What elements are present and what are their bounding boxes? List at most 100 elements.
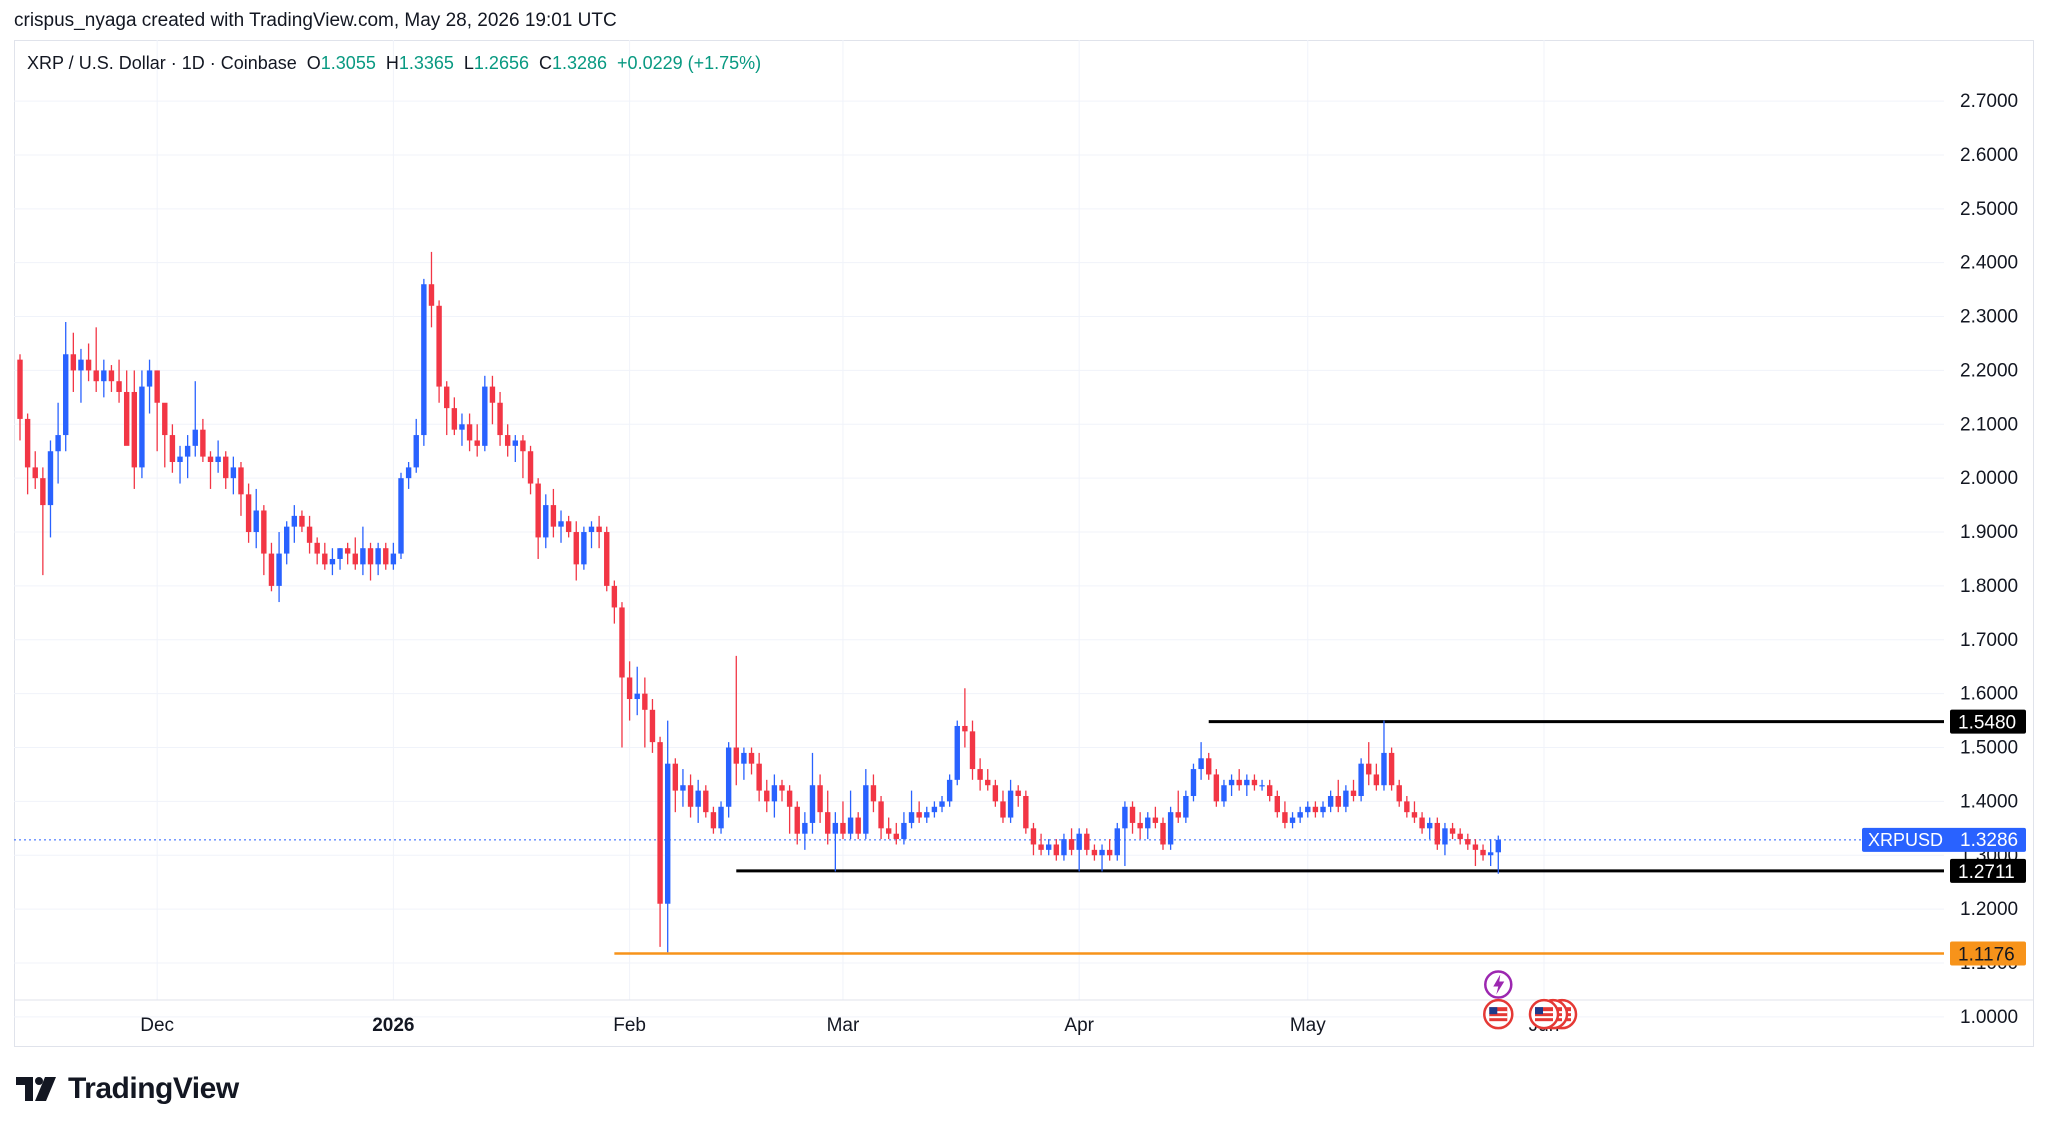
candle <box>649 699 656 753</box>
candle <box>299 510 305 533</box>
candle-body <box>1297 812 1303 818</box>
candle-body <box>1030 828 1037 845</box>
candle-body <box>413 435 419 468</box>
candle-body <box>1335 795 1341 807</box>
us-flag-icon <box>1483 998 1514 1030</box>
candle <box>428 251 435 328</box>
candle-body <box>840 822 846 834</box>
candle <box>200 418 206 463</box>
candle <box>474 424 480 457</box>
candle <box>1122 801 1128 867</box>
candle-layer <box>17 251 1501 953</box>
candle-body <box>893 833 899 840</box>
label-layer: XRPUSD 1.3286 1.5480 1.2711 1.1176 <box>1862 709 2026 966</box>
candle <box>184 435 191 479</box>
candle <box>878 795 884 840</box>
candle-body <box>276 553 282 586</box>
candle <box>1259 779 1265 791</box>
candle <box>1160 817 1166 850</box>
candle <box>1366 742 1372 786</box>
candle-body <box>482 386 488 446</box>
candle-body <box>1061 839 1067 856</box>
candle-body <box>1228 779 1235 786</box>
candle-body <box>32 467 38 479</box>
spark-event-icon-ring <box>1484 970 1513 999</box>
candle-body <box>459 424 465 430</box>
flag-canton <box>1535 1007 1543 1015</box>
y-tick-label: 1.9000 <box>1960 522 2018 543</box>
candle <box>85 343 92 382</box>
candle <box>444 381 450 436</box>
candle <box>306 515 313 554</box>
candle-body <box>649 709 656 743</box>
candle <box>55 402 61 484</box>
candle <box>154 370 160 452</box>
candle <box>985 769 991 791</box>
candle <box>1480 844 1486 861</box>
candle-body <box>329 558 336 565</box>
candle-body <box>1381 752 1387 786</box>
candle-body <box>946 779 953 802</box>
candle <box>520 435 526 479</box>
last-price-tag: XRPUSD 1.3286 <box>1862 827 2026 852</box>
candle-body <box>626 677 633 700</box>
candle <box>504 424 511 457</box>
candle <box>40 467 46 576</box>
candle-body <box>1068 839 1075 850</box>
candle <box>398 472 404 559</box>
candle <box>101 359 107 398</box>
candle-body <box>901 822 907 840</box>
candle-body <box>908 812 915 823</box>
candle-body <box>169 435 176 463</box>
candle <box>1023 790 1029 834</box>
candle-body <box>1076 833 1082 850</box>
candle <box>24 413 31 495</box>
candle <box>1312 801 1319 818</box>
candle <box>352 537 358 570</box>
candle <box>581 526 587 570</box>
candle <box>1381 720 1387 791</box>
candle-body <box>1213 774 1220 802</box>
candle-body <box>1434 822 1441 845</box>
candle <box>1297 806 1303 823</box>
candle-body <box>550 505 557 527</box>
candle-body <box>878 801 884 829</box>
candle-body <box>1046 844 1052 850</box>
candle-body <box>1457 833 1463 840</box>
candle-body <box>786 790 793 807</box>
candle-body <box>1236 779 1242 786</box>
candle-body <box>847 817 854 834</box>
candle-body <box>200 429 206 457</box>
candle-body <box>962 725 968 732</box>
candle-body <box>1145 817 1151 829</box>
candle-body <box>802 822 808 834</box>
candle-body <box>1312 806 1319 813</box>
candle-body <box>1007 790 1014 818</box>
candle-body <box>1175 812 1181 818</box>
candle-body <box>1000 801 1006 818</box>
candle-body <box>992 785 999 802</box>
candle-body <box>931 806 938 813</box>
candle <box>1046 839 1052 856</box>
level-layer <box>14 720 1944 955</box>
candle-body <box>581 532 587 565</box>
candle <box>451 397 458 436</box>
high-label: H <box>385 53 399 73</box>
candle-body <box>70 354 77 371</box>
candle <box>1487 839 1494 867</box>
candle <box>367 542 374 581</box>
candle-body <box>184 445 191 457</box>
candle-body <box>1495 839 1501 853</box>
candle <box>710 806 717 834</box>
candle-body <box>1487 852 1494 856</box>
candle-body <box>1419 817 1425 829</box>
candle-body <box>466 424 473 441</box>
candle <box>558 510 564 543</box>
candle-body <box>55 435 61 452</box>
candle <box>162 402 168 468</box>
tradingview-brand[interactable]: TradingView <box>16 1072 239 1106</box>
candle <box>70 332 77 392</box>
candle-body <box>177 456 183 463</box>
high-value: 1.3365 <box>398 53 454 73</box>
